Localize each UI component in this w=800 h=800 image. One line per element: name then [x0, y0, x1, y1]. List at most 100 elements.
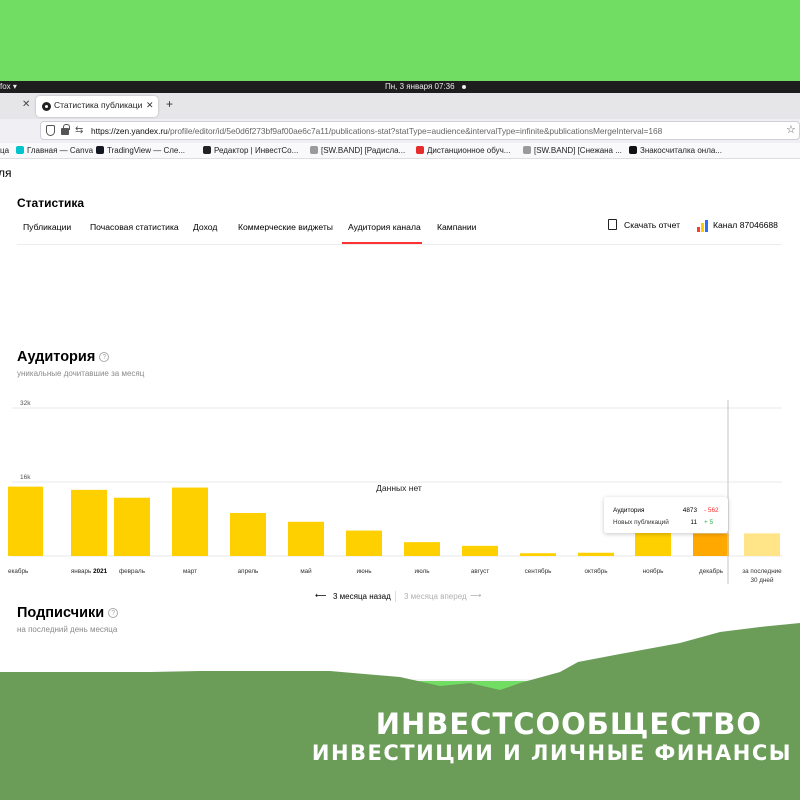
audience-bar[interactable] — [230, 512, 266, 556]
system-clock[interactable]: Пн, 3 января 07:36 — [385, 82, 455, 91]
pager-divider — [395, 591, 396, 602]
brand-name: ИНВЕСТСООБЩЕСТВО — [375, 707, 762, 741]
audience-x-tick-label: май — [300, 567, 312, 575]
bookmark-item[interactable]: [SW.BAND] [Радисла... — [310, 146, 405, 155]
tooltip-pubs-value: 11 — [690, 519, 697, 526]
tooltip-audience-label: Аудитория — [613, 507, 645, 514]
bookmark-item[interactable]: [SW.BAND] [Снежана ... — [523, 146, 622, 155]
audience-bar[interactable] — [578, 552, 614, 556]
status-dot-icon — [462, 85, 466, 89]
arrow-left-icon[interactable]: ⟵ — [315, 591, 327, 600]
tooltip-pubs-delta: + 5 — [704, 519, 714, 526]
bookmark-favicon-icon — [523, 146, 531, 154]
audience-x-tick-label: октябрь — [584, 567, 608, 575]
audience-bar[interactable] — [520, 553, 556, 556]
download-report-label: Скачать отчет — [624, 220, 681, 230]
tracking-shield-icon[interactable] — [46, 125, 55, 136]
tab-commercial-widgets[interactable]: Коммерческие виджеты — [238, 222, 333, 232]
audience-bar[interactable] — [172, 487, 208, 556]
bookmark-label: Редактор | ИнвестСо... — [214, 146, 299, 155]
app-menu[interactable]: fox ▾ — [0, 82, 17, 91]
bar-chart-icon — [697, 220, 708, 232]
tooltip-pubs-label: Новых публикаций — [613, 519, 669, 526]
tab-income[interactable]: Доход — [193, 222, 218, 232]
audience-x-tick-label: екабрь — [8, 567, 29, 575]
audience-x-tick-label: январь 2021 — [71, 568, 108, 575]
audience-chart: 016k32kекабрьянварь 2021февральмартапрел… — [8, 400, 782, 584]
active-tab-underline — [342, 242, 422, 244]
browser-tab-bar: ✕ Статистика публикаций ✕ + — [0, 93, 800, 119]
audience-tooltip: Аудитория 4873 - 562 Новых публикаций 11… — [604, 497, 728, 533]
bookmark-item[interactable]: Редактор | ИнвестСо... — [203, 146, 298, 155]
bookmark-label: цa — [0, 146, 10, 155]
url-text[interactable]: https://zen.yandex.ru/profile/editor/id/… — [91, 126, 663, 136]
pager-back-button[interactable]: 3 месяца назад — [333, 592, 391, 601]
audience-x-tick-label: сентябрь — [525, 567, 553, 575]
audience-x-tick-label: за последние 30 дней — [742, 568, 782, 584]
audience-bar[interactable] — [114, 497, 150, 556]
browser-screenshot: fox ▾ Пн, 3 января 07:36 ✕ Статистика пу… — [0, 81, 800, 681]
page-header-fragment: ля — [0, 166, 12, 180]
bookmark-item[interactable]: Дистанционное обуч... — [416, 146, 510, 155]
bookmark-star-icon[interactable]: ☆ — [786, 124, 796, 136]
browser-tab-active[interactable]: Статистика публикаций ✕ — [36, 96, 158, 117]
bookmark-item[interactable]: Главная — Canva — [16, 146, 93, 155]
subscribers-y-tick-label: 2400 — [20, 672, 35, 679]
audience-no-data-label: Данных нет — [376, 483, 422, 493]
download-icon — [608, 219, 617, 230]
arrow-right-icon[interactable]: ⟶ — [470, 591, 482, 600]
audience-x-tick-label: август — [471, 568, 489, 575]
bookmark-favicon-icon — [416, 146, 424, 154]
bookmark-label: Главная — Canva — [27, 146, 94, 155]
tab-publications[interactable]: Публикации — [23, 222, 72, 232]
audience-bar[interactable] — [693, 533, 729, 556]
tab-campaigns[interactable]: Кампании — [437, 222, 477, 232]
subscribers-help-icon[interactable]: ? — [108, 608, 119, 618]
bookmark-favicon-icon — [203, 146, 211, 154]
bookmark-label: Знакосчиталка онла... — [640, 146, 722, 155]
lock-icon[interactable] — [61, 124, 70, 135]
bookmark-item[interactable]: цa — [0, 146, 9, 155]
bookmark-favicon-icon — [629, 146, 637, 154]
brand-tagline: ИНВЕСТИЦИИ И ЛИЧНЫЕ ФИНАНСЫ — [311, 741, 792, 765]
tooltip-audience-value: 4873 — [682, 507, 697, 514]
audience-help-icon[interactable]: ? — [99, 352, 110, 362]
tab-hourly-stats[interactable]: Почасовая статистика — [90, 222, 179, 232]
tab-channel-audience[interactable]: Аудитория канала — [348, 222, 421, 232]
audience-bar[interactable] — [288, 521, 324, 556]
new-tab-plus-icon[interactable]: + — [166, 97, 174, 111]
prev-tab-close-icon[interactable]: ✕ — [22, 99, 31, 110]
tabs-divider — [17, 244, 782, 245]
tab-close-icon[interactable]: ✕ — [146, 100, 154, 110]
bookmark-label: [SW.BAND] [Снежана ... — [534, 146, 622, 155]
subscribers-subtitle: на последний день месяца — [17, 625, 118, 634]
bookmark-favicon-icon — [96, 146, 104, 154]
zen-studio-page: ля Статистика Публикации Почасовая стати… — [0, 160, 800, 681]
audience-bar[interactable] — [635, 531, 671, 556]
audience-bar[interactable] — [71, 489, 107, 556]
address-bar[interactable]: ⇆ https://zen.yandex.ru/profile/editor/i… — [40, 121, 800, 140]
bookmark-item[interactable]: TradingView — Сле... — [96, 146, 185, 155]
channel-label: Канал 87046688 — [713, 220, 778, 230]
audience-bar[interactable] — [404, 542, 440, 556]
bookmark-item[interactable]: Знакосчиталка онла... — [629, 146, 722, 155]
page-title: Статистика — [17, 196, 85, 210]
permissions-icon[interactable]: ⇆ — [75, 125, 84, 136]
bookmark-label: Дистанционное обуч... — [427, 146, 511, 155]
bookmarks-bar: цa Главная — Canva TradingView — Сле... Ред… — [0, 143, 800, 159]
pager-forward-button[interactable]: 3 месяца вперед — [404, 592, 467, 601]
audience-bar[interactable] — [346, 530, 382, 556]
audience-bar[interactable] — [744, 533, 780, 556]
audience-title: Аудитория? — [17, 349, 110, 365]
audience-subtitle: уникальные дочитавшие за месяц — [17, 369, 145, 378]
bookmark-label: [SW.BAND] [Радисла... — [321, 146, 406, 155]
audience-x-tick-label: ноябрь — [643, 567, 664, 575]
zen-favicon-icon — [42, 102, 51, 111]
audience-bar[interactable] — [8, 486, 43, 556]
subscribers-title: Подписчики? — [17, 605, 119, 621]
audience-bar[interactable] — [462, 545, 498, 556]
bookmark-favicon-icon — [16, 146, 24, 154]
bookmark-label: TradingView — Сле... — [107, 146, 186, 155]
os-top-bar: fox ▾ Пн, 3 января 07:36 — [0, 81, 800, 93]
